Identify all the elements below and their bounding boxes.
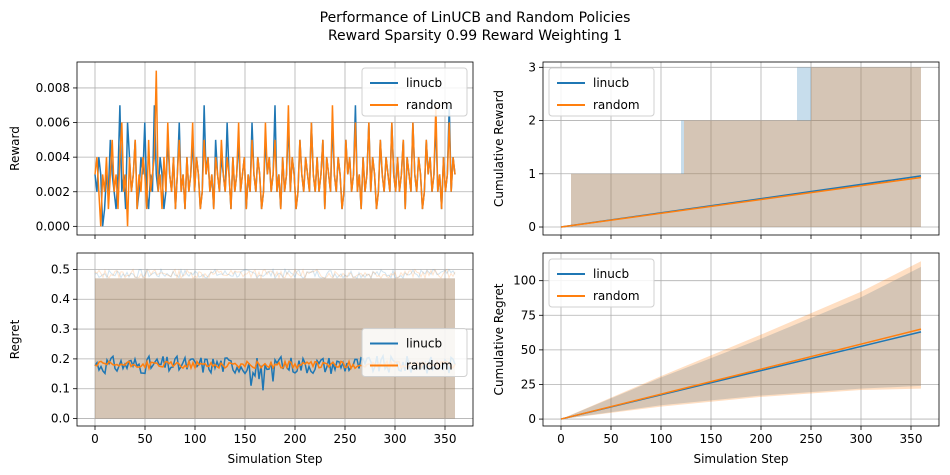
random-band-edge — [94, 268, 456, 281]
x-tick-label: 0 — [91, 432, 99, 446]
random-line — [560, 328, 922, 420]
y-axis-label: Regret — [8, 319, 22, 359]
subplot-regret: 0 50 100 150 200 250 300 350 0.0 0.1 0.2 0.3 0.4 0.5 R… — [8, 252, 474, 466]
x-tick-label: 250 — [334, 432, 357, 446]
y-tick-label: 0.002 — [36, 185, 70, 199]
x-tick-label: 0 — [557, 432, 565, 446]
subplot-cumulative-reward: 0 1 2 3 Cumulative Reward linucb random — [492, 60, 940, 239]
y-tick-label: 75 — [521, 308, 536, 322]
x-tick-label: 50 — [137, 432, 152, 446]
y-axis-label: Reward — [8, 126, 22, 171]
random-line — [560, 176, 922, 228]
y-tick-label: 0.004 — [36, 150, 70, 164]
subplot-cumulative-regret: 0 50 100 150 200 250 300 350 0 25 50 75 100 Cumulativ… — [492, 252, 940, 466]
random-line — [94, 70, 456, 227]
x-tick-label: 50 — [603, 432, 618, 446]
plot-area — [560, 67, 922, 228]
linucb-band — [561, 266, 921, 420]
y-tick-label: 0.5 — [51, 262, 70, 276]
legend: linucb random — [361, 67, 468, 117]
x-axis-label: Simulation Step — [227, 452, 322, 466]
legend: linucb random — [361, 328, 468, 377]
subplot-reward: 0.000 0.002 0.004 0.006 0.008 Reward linucb ran… — [8, 61, 474, 239]
y-axis-label: Cumulative Regret — [492, 283, 506, 395]
random-band — [561, 67, 921, 228]
y-tick-label: 0.006 — [36, 116, 70, 130]
y-tick-label: 2 — [528, 114, 536, 128]
x-tick-label: 150 — [234, 432, 257, 446]
y-axis-label: Cumulative Reward — [492, 90, 506, 207]
x-tick-label: 100 — [650, 432, 673, 446]
x-tick-label: 250 — [800, 432, 823, 446]
x-tick-label: 300 — [850, 432, 873, 446]
x-tick-label: 150 — [700, 432, 723, 446]
linucb-band — [561, 67, 921, 228]
legend-label-linucb: linucb — [406, 337, 442, 351]
y-tick-label: 0 — [528, 412, 536, 426]
plot-area — [560, 261, 922, 420]
x-tick-label: 100 — [184, 432, 207, 446]
y-tick-label: 0 — [528, 220, 536, 234]
y-tick-label: 50 — [521, 343, 536, 357]
axes-frame — [542, 252, 940, 427]
y-tick-label: 0.3 — [51, 322, 70, 336]
figure-title-line2: Reward Sparsity 0.99 Reward Weighting 1 — [328, 28, 622, 44]
legend-label-linucb: linucb — [406, 76, 442, 90]
figure-title-line1: Performance of LinUCB and Random Policie… — [320, 10, 631, 26]
y-tick-label: 0.4 — [51, 292, 70, 306]
x-tick-label: 350 — [900, 432, 923, 446]
y-tick-label: 1 — [528, 167, 536, 181]
x-tick-label: 350 — [434, 432, 457, 446]
x-axis-label: Simulation Step — [693, 452, 788, 466]
y-tick-label: 0.0 — [51, 412, 70, 426]
x-tick-label: 300 — [384, 432, 407, 446]
plot-area — [94, 70, 456, 227]
linucb-band-edge — [94, 267, 456, 280]
y-tick-label: 25 — [521, 377, 536, 391]
y-tick-label: 0.2 — [51, 352, 70, 366]
axes-frame — [76, 252, 474, 427]
y-tick-label: 0.008 — [36, 81, 70, 95]
y-tick-label: 3 — [528, 60, 536, 74]
legend-label-random: random — [593, 98, 640, 112]
y-tick-label: 100 — [513, 274, 536, 288]
x-tick-label: 200 — [284, 432, 307, 446]
random-band — [561, 261, 921, 420]
axes-frame — [76, 61, 474, 236]
axes-frame — [542, 61, 940, 236]
legend-label-random: random — [406, 359, 453, 373]
legend-label-random: random — [406, 98, 453, 112]
y-tick-label: 0.1 — [51, 382, 70, 396]
legend-label-linucb: linucb — [593, 76, 629, 90]
x-tick-label: 200 — [750, 432, 773, 446]
y-tick-label: 0.000 — [36, 219, 70, 233]
legend: linucb random — [548, 67, 655, 117]
legend-label-random: random — [593, 289, 640, 303]
legend: linucb random — [548, 258, 655, 308]
legend-label-linucb: linucb — [593, 267, 629, 281]
